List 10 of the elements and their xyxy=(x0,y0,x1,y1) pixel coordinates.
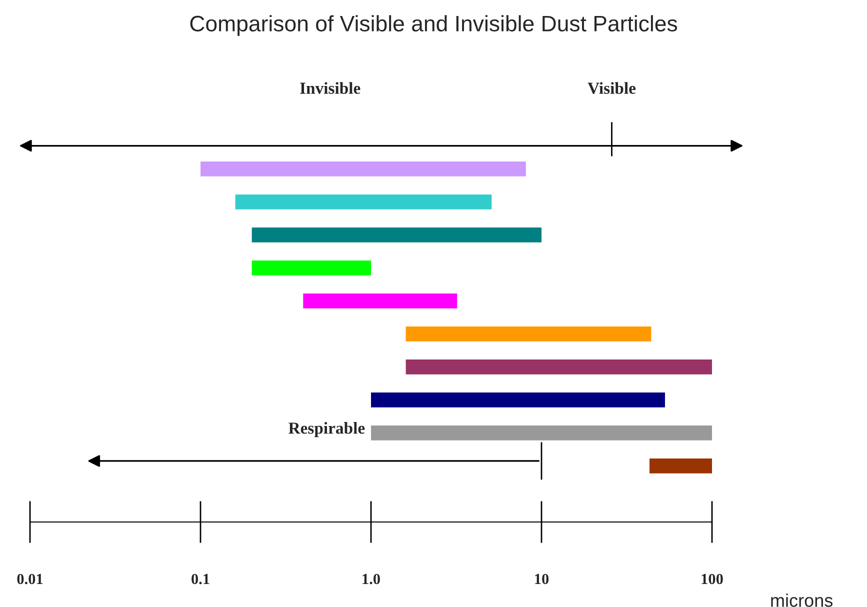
x-axis-title: microns xyxy=(771,594,833,607)
ref-line-label: Respirable xyxy=(288,422,365,438)
text: Visible xyxy=(588,82,636,94)
x-tick-label: 0.1 xyxy=(192,574,210,584)
x-tick-label: 1.0 xyxy=(362,574,380,584)
x-tick-label: 100 xyxy=(702,574,723,584)
x-tick-label: 0.01 xyxy=(17,574,43,584)
chart-title: Comparison of Visible and Invisible Dust Particles xyxy=(190,15,678,36)
text: Invisible xyxy=(300,82,360,94)
x-tick-label: 10 xyxy=(535,574,549,584)
